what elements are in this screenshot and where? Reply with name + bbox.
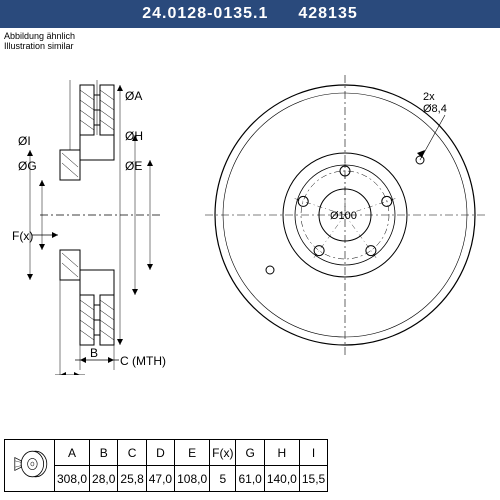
val-I: 15,5 [299, 466, 327, 492]
drawing-svg: ØI ØG ØE ØH ØA F(x) B D C (MTH) [0, 55, 500, 375]
col-I: I [299, 440, 327, 466]
col-C: C [118, 440, 146, 466]
svg-text:ØE: ØE [125, 159, 142, 173]
val-C: 25,8 [118, 466, 146, 492]
svg-text:Ø100: Ø100 [330, 210, 357, 222]
svg-text:2x: 2x [423, 91, 435, 103]
side-view: ØI ØG ØE ØH ØA F(x) B D C (MTH) [12, 80, 166, 375]
val-B: 28,0 [90, 466, 118, 492]
header-bar: 24.0128-0135.1 428135 [0, 0, 500, 28]
val-F: 5 [210, 466, 236, 492]
col-E: E [175, 440, 210, 466]
svg-text:ØA: ØA [125, 89, 142, 103]
val-G: 61,0 [236, 466, 264, 492]
brake-disc-icon [10, 449, 50, 479]
part-number-2: 428135 [298, 5, 357, 23]
svg-text:ØI: ØI [18, 134, 31, 148]
disc-icon-cell [5, 440, 55, 492]
technical-drawing: ØI ØG ØE ØH ØA F(x) B D C (MTH) [0, 55, 500, 375]
svg-text:B: B [90, 346, 98, 360]
table-header-row: A B C D E F(x) G H I [5, 440, 328, 466]
val-D: 47,0 [146, 466, 174, 492]
part-number-1: 24.0128-0135.1 [142, 5, 268, 23]
val-A: 308,0 [55, 466, 90, 492]
col-H: H [264, 440, 299, 466]
front-view: 2x Ø8,4 Ø100 [205, 75, 485, 355]
subtitle-en: Illustration similar [4, 42, 75, 52]
col-G: G [236, 440, 264, 466]
subtitle: Abbildung ähnlich Illustration similar [4, 32, 75, 52]
svg-text:ØG: ØG [18, 159, 37, 173]
col-B: B [90, 440, 118, 466]
col-D: D [146, 440, 174, 466]
val-E: 108,0 [175, 466, 210, 492]
svg-text:Ø8,4: Ø8,4 [423, 103, 447, 115]
dimension-table: A B C D E F(x) G H I 308,0 28,0 25,8 47,… [4, 439, 328, 492]
col-A: A [55, 440, 90, 466]
col-F: F(x) [210, 440, 236, 466]
svg-text:C (MTH): C (MTH) [120, 354, 166, 368]
val-H: 140,0 [264, 466, 299, 492]
